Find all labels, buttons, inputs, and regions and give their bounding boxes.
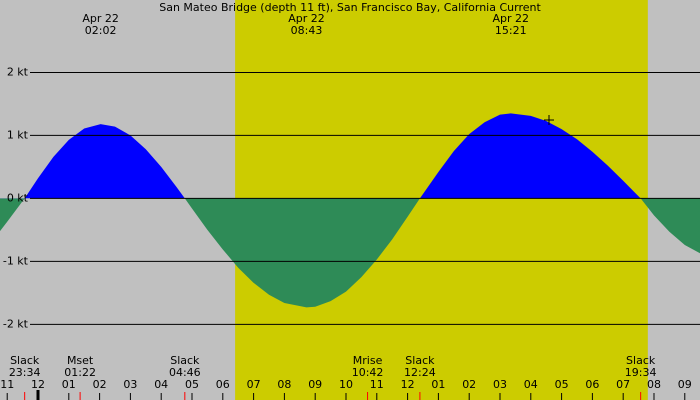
event-time: 01:22	[64, 366, 96, 379]
x-tick-label: 04	[154, 378, 168, 391]
peak-time: 08:43	[291, 24, 323, 37]
event-label: Mrise	[353, 354, 383, 367]
peak-time: 15:21	[495, 24, 527, 37]
ebb-area	[0, 198, 700, 308]
x-tick-label: 04	[524, 378, 538, 391]
x-tick-label: 09	[678, 378, 692, 391]
y-tick-label: 2 kt	[7, 65, 29, 78]
x-tick-label: 02	[93, 378, 107, 391]
x-tick-label: 11	[370, 378, 384, 391]
event-label: Slack	[405, 354, 435, 367]
y-tick-label: 0 kt	[7, 191, 29, 204]
x-tick-label: 11	[0, 378, 14, 391]
x-tick-label: 06	[585, 378, 599, 391]
event-time: 10:42	[352, 366, 384, 379]
flood-area	[0, 113, 700, 199]
event-label: Slack	[626, 354, 656, 367]
x-tick-label: 08	[647, 378, 661, 391]
event-label: Mset	[67, 354, 94, 367]
x-tick-label: 03	[493, 378, 507, 391]
x-tick-label: 08	[277, 378, 291, 391]
peak-date: Apr 22	[82, 12, 119, 25]
x-tick-label: 03	[123, 378, 137, 391]
peak-time: 02:02	[85, 24, 117, 37]
now-marker	[544, 115, 554, 125]
peak-date: Apr 22	[493, 12, 530, 25]
x-tick-label: 06	[216, 378, 230, 391]
x-tick-label: 07	[616, 378, 630, 391]
event-time: 12:24	[404, 366, 436, 379]
y-tick-label: -2 kt	[3, 317, 29, 330]
x-tick-label: 09	[308, 378, 322, 391]
peak-date: Apr 22	[288, 12, 325, 25]
y-tick-label: -1 kt	[3, 254, 29, 267]
event-label: Slack	[10, 354, 40, 367]
x-tick-label: 10	[339, 378, 353, 391]
x-tick-label: 07	[247, 378, 261, 391]
event-time: 19:34	[625, 366, 657, 379]
x-tick-label: 05	[185, 378, 199, 391]
x-tick-label: 01	[431, 378, 445, 391]
event-time: 23:34	[9, 366, 41, 379]
chart-title: San Mateo Bridge (depth 11 ft), San Fran…	[159, 1, 541, 14]
x-tick-label: 01	[62, 378, 76, 391]
x-tick-label: 02	[462, 378, 476, 391]
event-label: Slack	[170, 354, 200, 367]
event-time: 04:46	[169, 366, 201, 379]
x-tick-label: 05	[555, 378, 569, 391]
x-tick-label: 12	[31, 378, 45, 391]
x-tick-label: 12	[401, 378, 415, 391]
y-tick-label: 1 kt	[7, 128, 29, 141]
